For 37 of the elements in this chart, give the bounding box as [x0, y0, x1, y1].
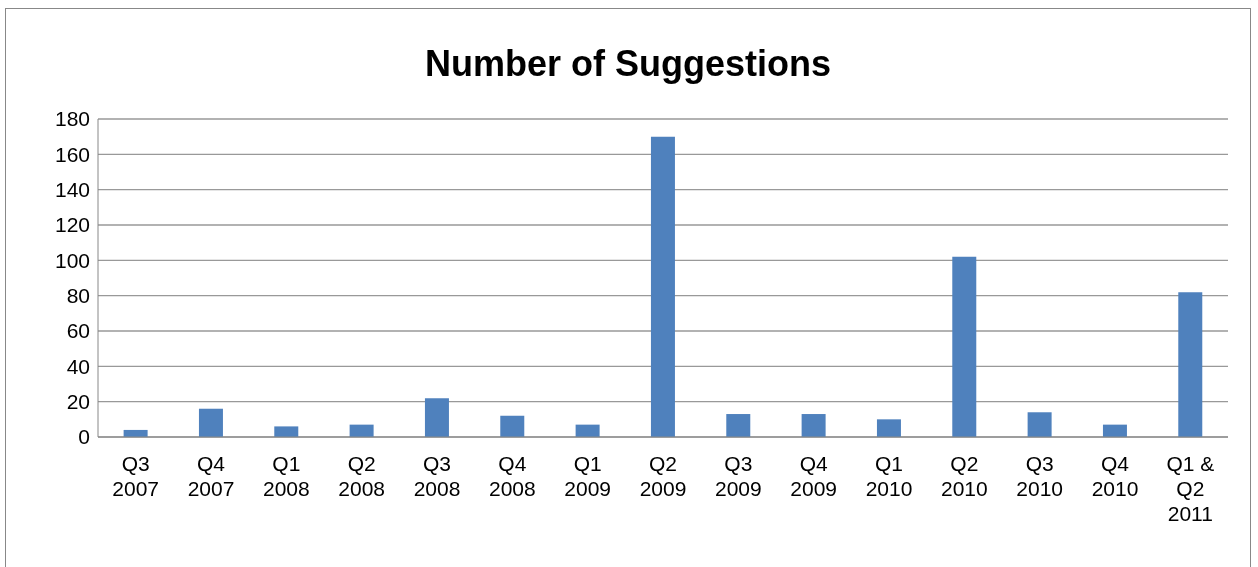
- bar: [650, 136, 675, 437]
- y-tick-label: 140: [54, 178, 90, 202]
- bar: [274, 426, 299, 437]
- y-tick-label: 120: [54, 213, 90, 237]
- bar: [1027, 412, 1052, 437]
- y-tick-label: 160: [54, 142, 90, 166]
- y-tick-label: 40: [66, 354, 90, 378]
- x-tick-label: Q4 2010: [1091, 452, 1139, 500]
- x-tick-label: Q3 2010: [1016, 452, 1064, 500]
- y-tick-label: 80: [66, 284, 90, 308]
- bar: [198, 408, 223, 437]
- x-tick-label: Q1 2008: [262, 452, 310, 500]
- bar: [952, 256, 977, 437]
- bar: [801, 414, 826, 437]
- x-tick-label: Q4 2009: [790, 452, 838, 500]
- x-tick-label: Q4 2008: [488, 452, 536, 500]
- bar: [876, 419, 901, 437]
- x-tick-label: Q1 2010: [865, 452, 913, 500]
- y-tick-label: 0: [78, 425, 90, 449]
- y-tick-label: 60: [66, 319, 90, 343]
- x-tick-label: Q3 2009: [714, 452, 762, 500]
- bar: [726, 414, 751, 437]
- y-tick-label: 20: [66, 390, 90, 414]
- y-tick-label: 180: [54, 107, 90, 131]
- x-tick-label: Q2 2010: [940, 452, 988, 500]
- x-tick-label: Q1 2009: [564, 452, 612, 500]
- x-tick-label: Q2 2008: [338, 452, 386, 500]
- x-tick-label: Q1 & Q2 2011: [1166, 452, 1215, 525]
- y-tick-label: 100: [54, 248, 90, 272]
- bar: [500, 415, 525, 437]
- x-tick-label: Q3 2007: [112, 452, 160, 500]
- x-tick-label: Q4 2007: [187, 452, 235, 500]
- bar: [1178, 292, 1203, 437]
- bar: [424, 398, 449, 437]
- chart-title: Number of Suggestions: [424, 43, 832, 85]
- x-tick-label: Q2 2009: [639, 452, 687, 500]
- x-tick-label: Q3 2008: [413, 452, 461, 500]
